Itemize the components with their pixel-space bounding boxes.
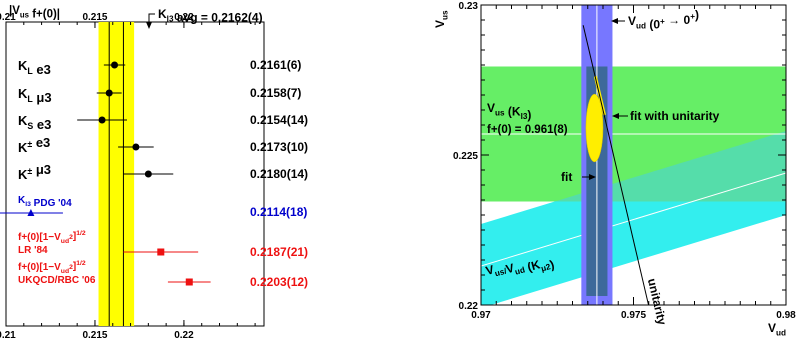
forest-row: Kl3 PDG '04 0.2114(18) [0, 195, 307, 219]
row-value: 0.2114(18) [250, 205, 307, 219]
fit-with-unitarity-label: fit with unitarity [630, 109, 720, 123]
x-tick-label-top: 0.22 [174, 12, 194, 23]
x-tick-label-bottom: 0.215 [82, 330, 107, 341]
data-point-square [157, 248, 165, 256]
row-value: 0.2180(14) [250, 167, 308, 181]
unitarity-line [582, 25, 650, 305]
kl3-band-label: Vus (Kl3) [487, 101, 531, 122]
forest-axis-ticks: 0.21 0.21 0.215 0.215 0.22 0.22 [0, 12, 256, 341]
average-annotation: Kl3 avg = 0.2162(4) [158, 7, 263, 25]
y-tick-label: 0.22 [459, 301, 479, 312]
band-overlap [481, 131, 786, 202]
forest-plot-frame [5, 21, 265, 327]
y-tick-label: 0.23 [459, 1, 479, 12]
forest-plot-title: |Vus f+(0)| [9, 5, 60, 20]
forest-row: K± e3 0.2173(10) [18, 135, 308, 155]
forest-row: K± μ3 0.2180(14) [18, 162, 308, 182]
forest-row: KL e3 0.2161(6) [18, 58, 301, 77]
row-value: 0.2161(6) [250, 58, 301, 72]
row-label: KL e3 [18, 58, 51, 77]
row-label: KL μ3 [18, 86, 52, 105]
x-tick-label-bottom: 0.21 [0, 330, 16, 341]
forest-row: f+(0)[1−Vud2]1/2LR '84 0.2187(21) [18, 230, 308, 259]
row-label: K± μ3 [18, 162, 51, 182]
y-axis-label: Vus [433, 10, 450, 28]
row-value: 0.2187(21) [250, 245, 308, 259]
x-tick-label: 0.975 [621, 310, 646, 321]
forest-plot-panel: 0.21 0.21 0.215 0.215 0.22 0.22 KL e3 0.2161(6… [0, 5, 308, 341]
average-callout-arrowhead [146, 22, 152, 29]
row-value: 0.2173(10) [250, 140, 308, 154]
kl3-band-note: f+(0) = 0.961(8) [487, 124, 568, 136]
row-value: 0.2154(14) [250, 113, 308, 127]
x-axis-label: Vud [768, 321, 786, 338]
row-label: KS e3 [18, 113, 51, 132]
fit-ellipse [585, 93, 604, 163]
data-point [105, 89, 113, 97]
x-tick-label-top: 0.215 [82, 12, 107, 23]
fit-label-arrowhead [589, 174, 596, 180]
row-label: UKQCD/RBC '06 [18, 275, 96, 286]
x-tick-label: 0.97 [471, 310, 491, 321]
data-point-square [185, 278, 193, 286]
row-value: 0.2158(7) [250, 86, 301, 100]
y-tick-label: 0.225 [453, 151, 478, 162]
vud-band-label: Vud (0+ → 0+) [628, 8, 699, 32]
data-point [111, 61, 119, 69]
constraint-axis-ticks: 0.97 0.975 0.98 0.22 0.225 0.23 [453, 1, 796, 321]
row-value: 0.2203(12) [250, 275, 308, 289]
data-point [144, 170, 152, 178]
x-tick-label-top: 0.21 [0, 12, 16, 23]
fit-unitarity-arrowhead [612, 113, 619, 119]
fit-label: fit [561, 170, 572, 184]
data-point [98, 116, 106, 124]
constraint-plot-panel: 0.97 0.975 0.98 0.22 0.225 0.23 Vud (0+ → 0+)… [433, 1, 796, 338]
data-point-triangle [27, 209, 35, 216]
row-label: K± e3 [18, 135, 50, 155]
x-tick-label: 0.98 [776, 310, 796, 321]
kmu2-band-edge [481, 172, 786, 267]
row-label: Kl3 PDG '04 [18, 195, 72, 209]
forest-rows: KL e3 0.2161(6) KL μ3 0.2158(7) KS e3 0.2154(… [0, 58, 308, 289]
row-label: f+(0)[1−Vud2]1/2 [18, 260, 86, 275]
row-label: LR '84 [18, 245, 48, 256]
vud-label-arrowhead [611, 18, 618, 24]
forest-row: KL μ3 0.2158(7) [18, 86, 301, 105]
kmu2-band-label: Vus/Vud (Kμ2) [484, 247, 556, 288]
row-label: f+(0)[1−Vud2]1/2 [18, 230, 86, 245]
forest-row: KS e3 0.2154(14) [18, 113, 308, 132]
x-tick-label-bottom: 0.22 [174, 330, 194, 341]
data-point [132, 143, 140, 151]
